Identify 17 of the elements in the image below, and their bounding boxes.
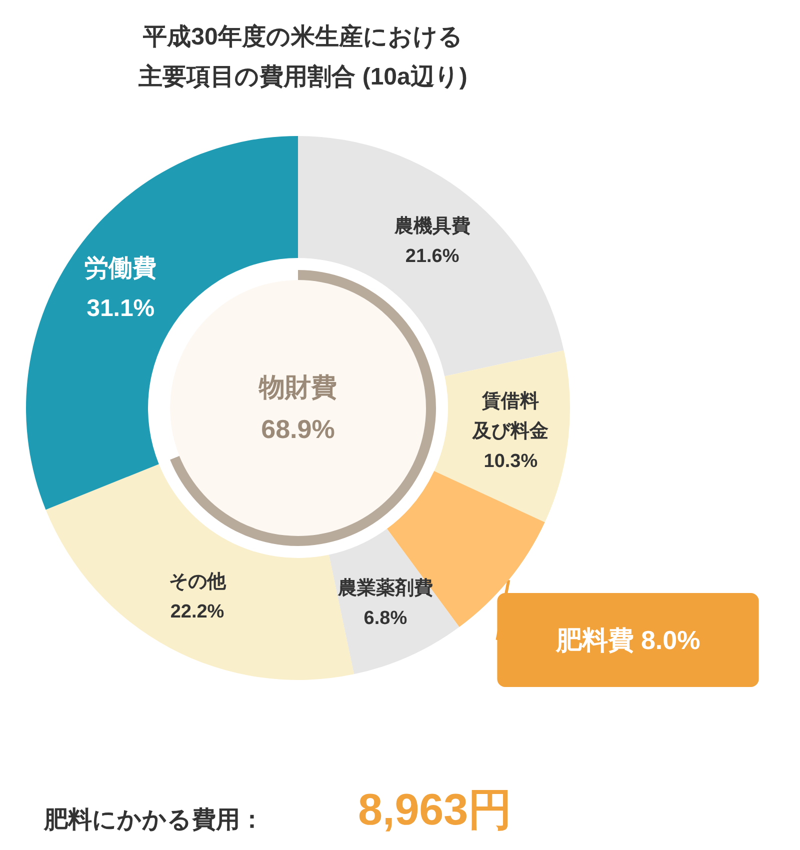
slice-label: その他	[168, 571, 227, 592]
chart-title: 平成30年度の米生産における主要項目の費用割合 (10a辺り)	[138, 24, 468, 90]
slice-label: 賃借料及び料金	[472, 390, 549, 442]
text: 肥料にかかる費用：	[43, 806, 264, 834]
data-label: 68.9%	[261, 414, 335, 444]
slice-label: 農業薬剤費	[336, 576, 433, 599]
data-label: 10.3%	[484, 450, 538, 472]
data-label: 8.0%	[640, 625, 700, 655]
slice-label: 肥料費	[554, 625, 634, 655]
text: 8,963円	[358, 786, 512, 834]
slice-label: 物財費	[258, 372, 337, 402]
slice-label: 労働費	[84, 254, 157, 282]
data-label: 22.2%	[170, 601, 224, 622]
data-label: 21.6%	[405, 246, 460, 267]
slice-label: 農機具費	[393, 214, 470, 237]
data-label: 6.8%	[364, 608, 408, 629]
data-label: 31.1%	[86, 294, 155, 322]
